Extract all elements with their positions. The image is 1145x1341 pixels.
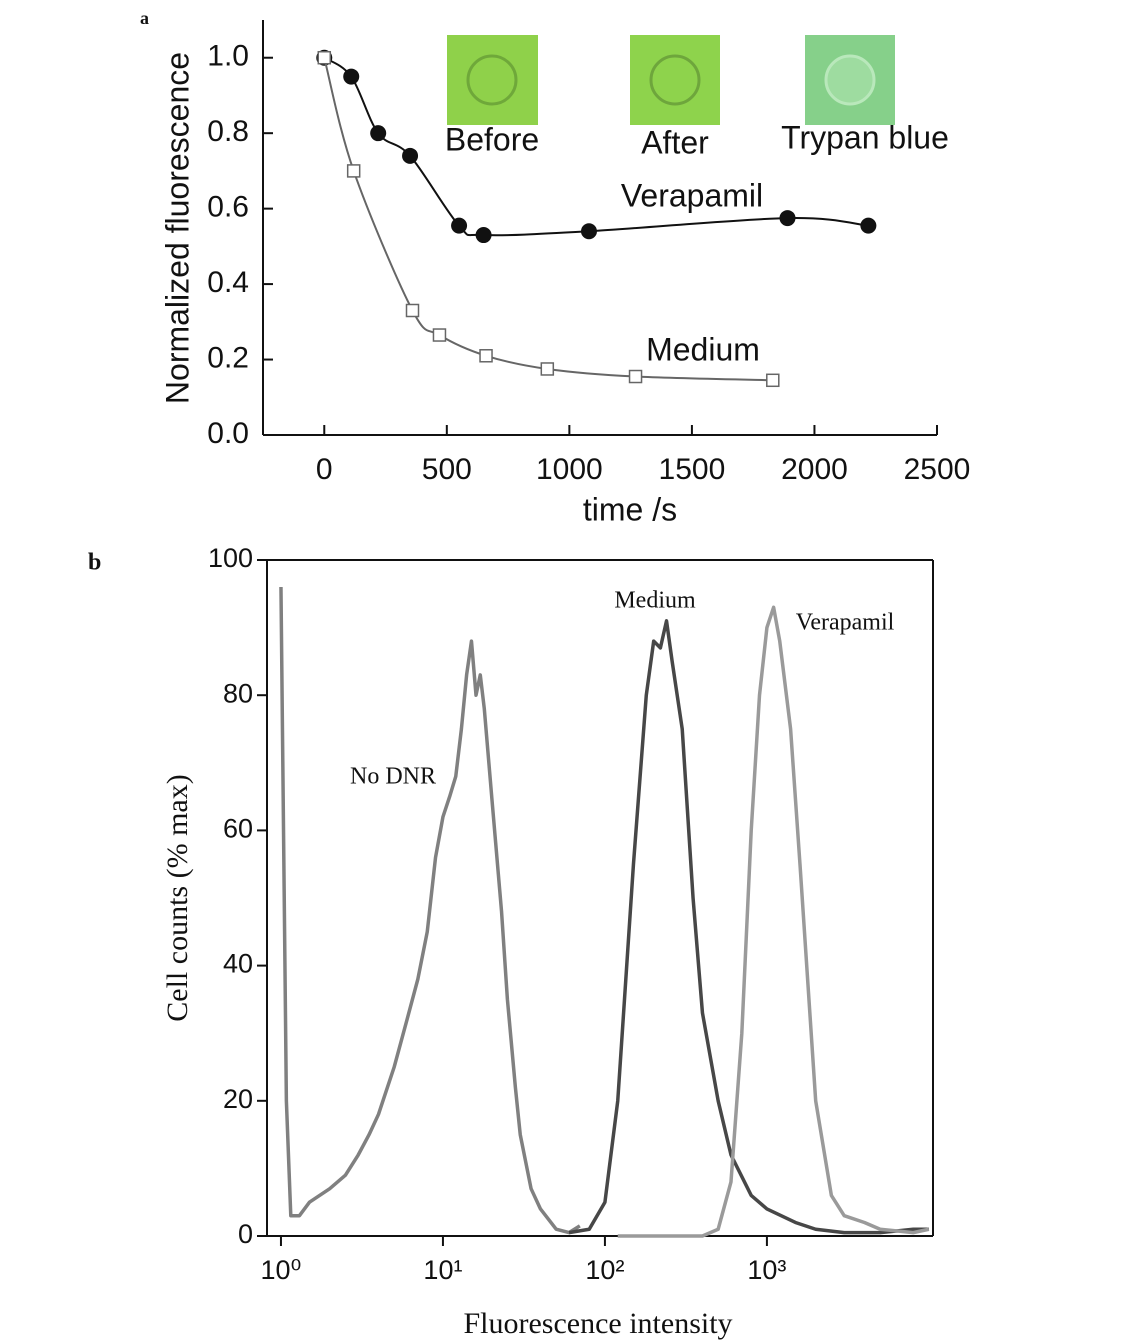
marker: [860, 217, 877, 234]
panel-letter: a: [140, 8, 149, 28]
x-tick-label: 10¹: [423, 1255, 462, 1285]
inset-label: Trypan blue: [781, 119, 949, 155]
y-tick-label: 0.6: [207, 191, 249, 224]
marker: [432, 328, 447, 342]
y-tick-label: 100: [208, 543, 253, 573]
marker: [451, 217, 468, 234]
marker: [317, 50, 332, 65]
y-axis-title: Cell counts (% max): [161, 774, 194, 1021]
series-label: No DNR: [350, 764, 436, 790]
marker: [580, 223, 597, 240]
marker: [405, 303, 420, 318]
marker: [346, 164, 361, 178]
x-tick-label: 500: [422, 453, 472, 486]
series-line: [323, 56, 869, 237]
marker: [540, 362, 555, 376]
x-tick-label: 2500: [904, 453, 971, 486]
y-tick-label: 0.2: [207, 341, 249, 374]
x-tick-label: 10²: [585, 1255, 624, 1285]
series-line: [279, 587, 581, 1235]
x-tick-label: 10³: [747, 1255, 786, 1285]
x-tick-label: 10⁰: [261, 1255, 302, 1285]
y-tick-label: 0: [238, 1219, 253, 1249]
inset-label: After: [641, 124, 709, 160]
series-label: Medium: [614, 588, 696, 614]
y-tick-label: 0.8: [207, 115, 249, 148]
cell: [466, 54, 518, 106]
marker: [628, 369, 643, 384]
y-tick-label: 40: [223, 949, 253, 979]
series-label: Verapamil: [796, 610, 895, 636]
marker: [766, 373, 780, 388]
y-tick-label: 1.0: [207, 40, 249, 73]
marker: [479, 349, 493, 363]
inset-image: [447, 35, 538, 125]
x-tick-label: 2000: [781, 453, 848, 486]
x-axis-title: time /s: [583, 491, 677, 527]
series-label: Verapamil: [621, 177, 763, 213]
y-tick-label: 80: [223, 678, 253, 708]
series-line: [617, 605, 930, 1238]
x-tick-label: 1000: [536, 453, 603, 486]
y-tick-label: 0.0: [207, 417, 249, 450]
y-axis-title: Normalized fluorescence: [159, 52, 195, 404]
cell: [649, 54, 701, 106]
marker: [475, 227, 492, 244]
x-tick-label: 1500: [659, 453, 726, 486]
series-line: [568, 619, 929, 1235]
inset-image: [630, 35, 720, 125]
x-tick-label: 0: [316, 453, 333, 486]
y-tick-label: 0.4: [207, 266, 249, 299]
y-tick-label: 20: [223, 1084, 253, 1114]
marker: [779, 210, 796, 227]
marker: [402, 147, 419, 164]
panel-letter: b: [88, 550, 101, 576]
marker: [343, 68, 360, 85]
x-axis-title: Fluorescence intensity: [463, 1307, 732, 1340]
cell: [824, 54, 876, 106]
y-tick-label: 60: [223, 814, 253, 844]
marker: [370, 125, 387, 142]
inset-images: [447, 35, 895, 125]
series-label: Medium: [646, 331, 760, 367]
inset-label: Before: [445, 121, 539, 157]
